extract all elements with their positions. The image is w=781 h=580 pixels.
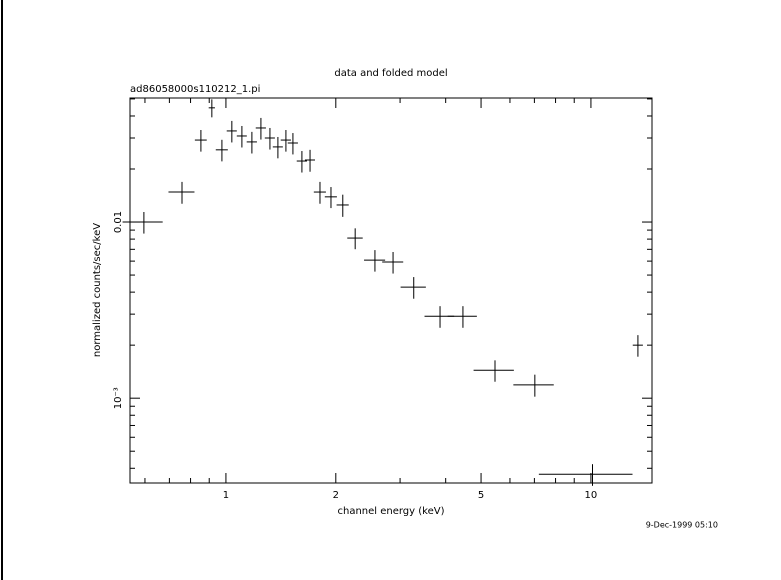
- y-axis-label: normalized counts/sec/keV: [92, 223, 103, 357]
- x-tick-label: 10: [585, 490, 598, 501]
- chart-title: data and folded model: [334, 68, 447, 79]
- chart-subtitle: ad86058000s110212_1.pi: [130, 84, 260, 95]
- x-tick-label: 1: [223, 490, 229, 501]
- x-tick-label: 2: [333, 490, 339, 501]
- x-axis-label: channel energy (keV): [337, 506, 444, 517]
- y-tick-label: 0.01: [113, 211, 124, 233]
- plot-frame: [129, 97, 653, 484]
- x-tick-label: 5: [478, 490, 484, 501]
- timestamp: 9-Dec-1999 05:10: [646, 521, 718, 530]
- y-tick-label: 10⁻³: [113, 387, 124, 409]
